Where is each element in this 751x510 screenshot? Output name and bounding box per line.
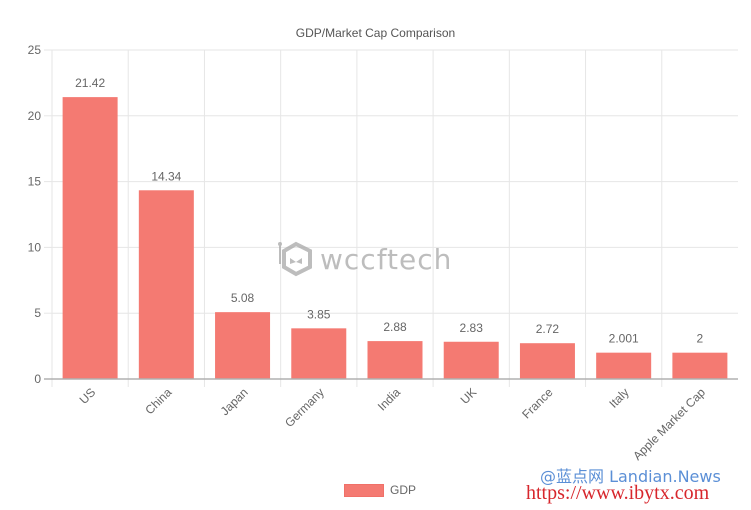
data-label: 2.83 [460, 321, 484, 335]
data-label: 3.85 [307, 307, 331, 321]
wccftech-watermark: wccftech [276, 240, 452, 278]
y-tick-label: 20 [28, 109, 42, 123]
data-label: 14.34 [151, 169, 181, 183]
source-watermark: @蓝点网 Landian.News [540, 467, 721, 486]
legend-swatch-gdp [344, 483, 384, 497]
y-tick-label: 25 [28, 43, 42, 57]
y-tick-label: 15 [28, 175, 42, 189]
bar-italy [596, 352, 652, 379]
data-label: 2 [697, 332, 704, 346]
x-tick-label: Japan [218, 385, 251, 418]
x-tick-label: US [77, 385, 99, 407]
data-label: 2.72 [536, 322, 560, 336]
data-label: 5.08 [231, 291, 255, 305]
data-label: 21.42 [75, 76, 105, 90]
legend-label-gdp: GDP [390, 483, 417, 497]
y-tick-label: 0 [34, 372, 41, 386]
y-tick-label: 10 [28, 240, 42, 254]
bar-france [519, 343, 575, 379]
bar-apple-market-cap [672, 352, 728, 379]
x-tick-label: Apple Market Cap [630, 385, 708, 463]
x-tick-label: China [142, 385, 174, 417]
x-tick-label: Italy [606, 385, 631, 410]
bar-us [62, 97, 118, 380]
bar-japan [215, 312, 271, 379]
y-tick-label: 5 [34, 306, 41, 320]
bar-uk [443, 341, 499, 379]
data-label: 2.001 [609, 332, 639, 346]
url-watermark: https://www.ibytx.com [526, 482, 710, 504]
x-tick-label: UK [458, 385, 480, 407]
x-tick-label: Germany [282, 385, 327, 430]
chart-title: GDP/Market Cap Comparison [295, 26, 456, 40]
x-tick-label: India [375, 385, 404, 414]
wccftech-logo-icon [278, 241, 312, 277]
wccftech-logo-text: wccftech [320, 242, 453, 276]
bar-china [138, 190, 194, 379]
bar-india [367, 341, 423, 379]
bar-germany [291, 328, 347, 379]
data-label: 2.88 [383, 320, 407, 334]
x-tick-label: France [519, 385, 556, 422]
legend[interactable]: GDP [344, 483, 416, 497]
